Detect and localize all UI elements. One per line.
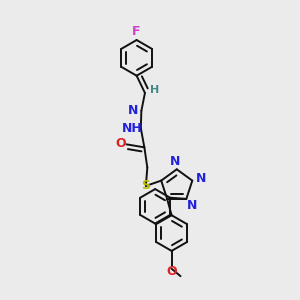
- Text: F: F: [132, 25, 141, 38]
- Text: O: O: [116, 137, 127, 150]
- Text: N: N: [128, 104, 138, 117]
- Text: NH: NH: [122, 122, 142, 134]
- Text: N: N: [170, 155, 181, 168]
- Text: N: N: [187, 199, 197, 212]
- Text: O: O: [166, 265, 177, 278]
- Text: H: H: [150, 85, 159, 95]
- Text: N: N: [195, 172, 206, 185]
- Text: S: S: [141, 179, 150, 193]
